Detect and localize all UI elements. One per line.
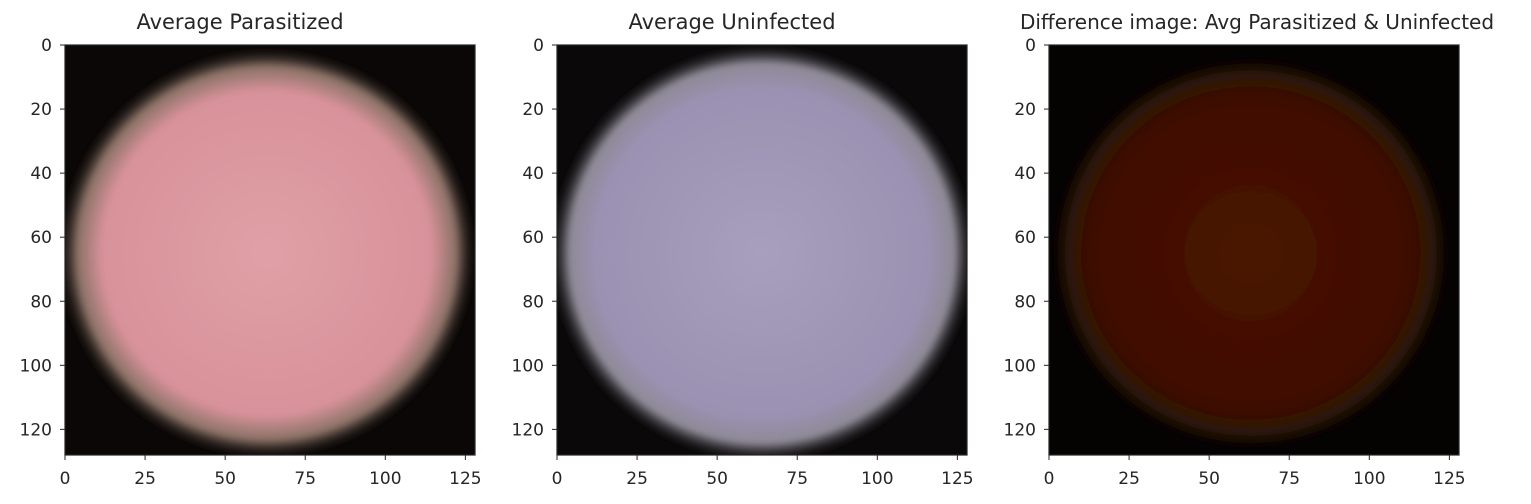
panel-average-uninfected: Average Uninfected 0 25 50 75 100 125 0 20 40 60 8…: [492, 0, 992, 504]
y-tick-label: 100: [1004, 356, 1036, 376]
chart-difference: 0 25 50 75 100 125 0 20 40 60 80 100 120: [1004, 36, 1466, 489]
x-tick-label: 0: [1044, 469, 1055, 489]
x-tick-label: 50: [1198, 469, 1220, 489]
chart-uninfected: 0 25 50 75 100 125 0 20 40 60 80 100 120: [512, 36, 974, 489]
x-tick-label: 125: [941, 469, 973, 489]
cell-disk: [65, 46, 475, 455]
x-tick-label: 0: [60, 469, 71, 489]
y-tick-label: 20: [30, 100, 52, 120]
x-tick-label: 75: [294, 469, 316, 489]
y-tick-label: 80: [30, 292, 52, 312]
cell-disk: [1049, 52, 1455, 454]
plot-frame: [1048, 44, 1460, 456]
plot-frame: [64, 44, 476, 456]
y-tick-label: 40: [1014, 164, 1036, 184]
y-tick-label: 60: [1014, 228, 1036, 248]
x-tick-label: 50: [706, 469, 728, 489]
y-tick-label: 100: [20, 356, 52, 376]
x-tick-label: 125: [449, 469, 481, 489]
chart-title: Average Uninfected: [628, 10, 836, 34]
chart-parasitized: 0 25 50 75 100 125 0 20 40 60 80 100 120: [20, 36, 482, 489]
x-tick-label: 25: [626, 469, 648, 489]
y-tick-label: 0: [41, 36, 52, 56]
y-tick-label: 20: [1014, 100, 1036, 120]
chart-title: Average Parasitized: [136, 10, 344, 34]
y-tick-label: 40: [522, 164, 544, 184]
x-tick-label: 100: [369, 469, 401, 489]
x-tick-label: 100: [861, 469, 893, 489]
panel-average-parasitized: Average Parasitized 0 25 50 75 100 125 0 20 40 60…: [0, 0, 500, 504]
y-tick-label: 0: [1025, 36, 1036, 56]
x-tick-label: 100: [1353, 469, 1385, 489]
x-tick-label: 25: [1118, 469, 1140, 489]
x-tick-label: 25: [134, 469, 156, 489]
y-tick-label: 60: [30, 228, 52, 248]
y-tick-label: 120: [1004, 420, 1036, 440]
heatmap-image: [557, 45, 967, 455]
y-tick-label: 60: [522, 228, 544, 248]
y-tick-label: 80: [1014, 292, 1036, 312]
y-tick-label: 120: [20, 420, 52, 440]
chart-title: Difference image: Avg Parasitized & Unin…: [1019, 10, 1495, 34]
panel-difference-image: Difference image: Avg Parasitized & Unin…: [983, 0, 1531, 504]
x-tick-label: 75: [786, 469, 808, 489]
y-tick-label: 120: [512, 420, 544, 440]
heatmap-image: [1049, 45, 1459, 455]
y-tick-label: 20: [522, 100, 544, 120]
plot-frame: [556, 44, 968, 456]
y-tick-label: 80: [522, 292, 544, 312]
y-tick-label: 100: [512, 356, 544, 376]
x-tick-label: 125: [1433, 469, 1465, 489]
y-tick-label: 0: [533, 36, 544, 56]
x-tick-label: 75: [1278, 469, 1300, 489]
x-tick-label: 50: [214, 469, 236, 489]
y-tick-label: 40: [30, 164, 52, 184]
heatmap-image: [65, 45, 475, 455]
cell-disk: [557, 45, 967, 455]
x-tick-label: 0: [552, 469, 563, 489]
